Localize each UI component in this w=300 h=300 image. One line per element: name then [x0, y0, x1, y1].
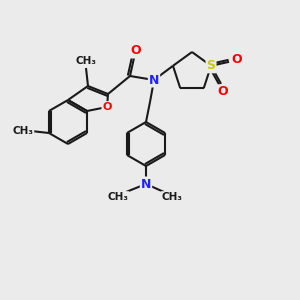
Text: O: O	[102, 102, 112, 112]
Text: O: O	[232, 53, 242, 66]
Text: S: S	[206, 59, 215, 72]
Text: CH₃: CH₃	[107, 192, 128, 202]
Text: CH₃: CH₃	[12, 126, 33, 136]
Text: O: O	[131, 44, 141, 58]
Text: O: O	[218, 85, 228, 98]
Text: N: N	[141, 178, 151, 190]
Text: CH₃: CH₃	[76, 56, 97, 66]
Text: CH₃: CH₃	[161, 192, 182, 202]
Text: N: N	[149, 74, 159, 86]
